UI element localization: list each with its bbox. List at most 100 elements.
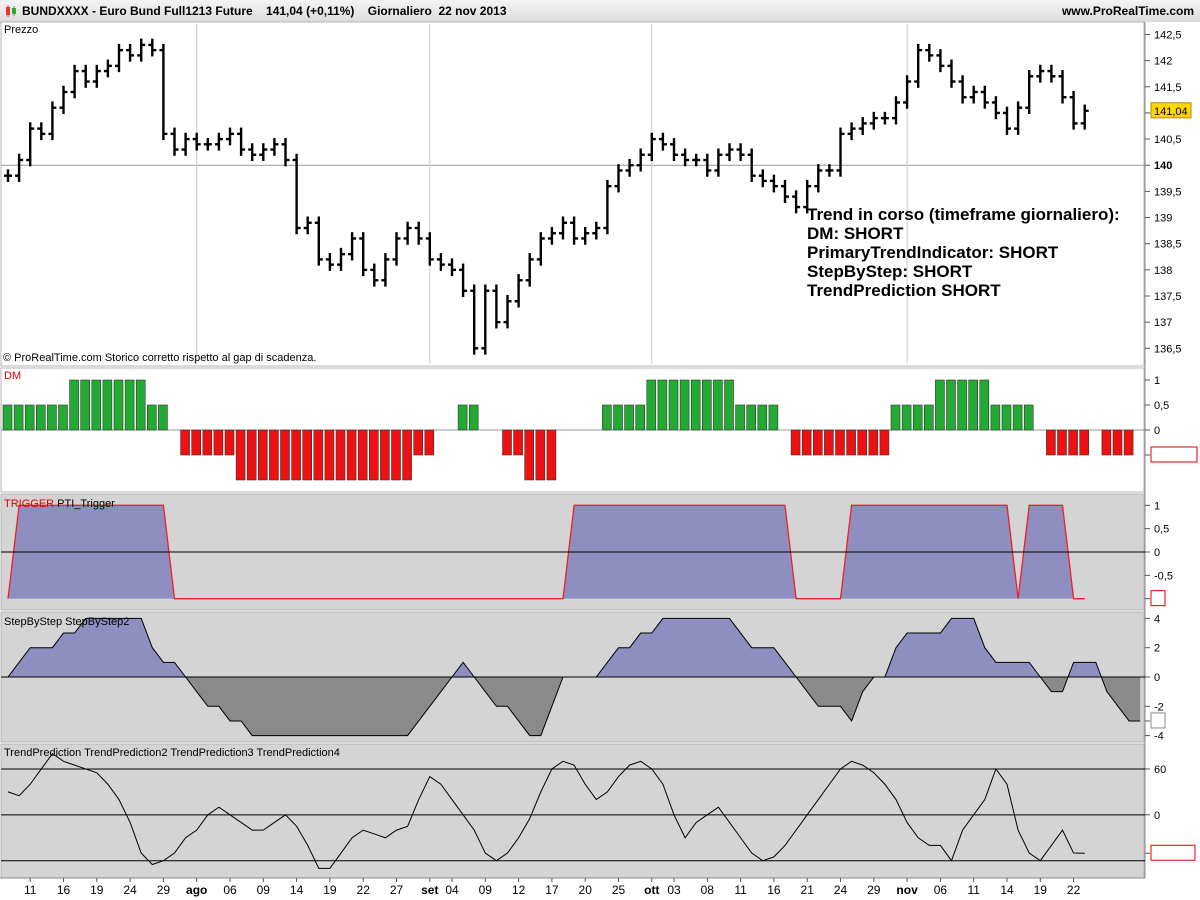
price-bar bbox=[192, 132, 201, 151]
price-bar bbox=[70, 64, 79, 99]
x-tick-label: set bbox=[421, 883, 438, 897]
title-bar: BUNDXXXX - Euro Bund Full1213 Future 141… bbox=[0, 0, 1200, 23]
price-bar bbox=[314, 216, 323, 266]
y-tick-label: 142 bbox=[1154, 56, 1172, 68]
dm-bar bbox=[624, 404, 634, 431]
price-bar bbox=[26, 122, 35, 167]
price-bar bbox=[703, 153, 712, 177]
dm-bar bbox=[946, 379, 956, 431]
y-tick-label: 0,5 bbox=[1154, 400, 1169, 412]
annotation-line-5: TrendPrediction SHORT bbox=[807, 281, 1001, 300]
y-tick-label: 138,5 bbox=[1154, 239, 1182, 251]
price-bar bbox=[925, 43, 934, 62]
candlestick-logo-icon bbox=[6, 5, 16, 17]
price-bar bbox=[681, 148, 690, 167]
price-bar bbox=[348, 232, 357, 261]
price-panel[interactable] bbox=[0, 21, 1145, 367]
price-bar bbox=[492, 284, 501, 329]
y-tick-label: 140 bbox=[1154, 160, 1172, 172]
dm-bar bbox=[746, 404, 757, 431]
y-tick-label: 4 bbox=[1154, 613, 1160, 625]
dm-bar bbox=[257, 429, 268, 481]
dm-bar bbox=[1112, 429, 1123, 456]
price-bar bbox=[880, 111, 889, 125]
dm-bar bbox=[368, 429, 379, 481]
x-tick-label: 04 bbox=[445, 883, 459, 897]
price-bar bbox=[1003, 106, 1011, 135]
price-bar bbox=[1069, 90, 1078, 130]
y-tick-label: 2 bbox=[1154, 643, 1160, 655]
price-bar bbox=[969, 85, 978, 104]
dm-bar bbox=[58, 404, 68, 431]
price-bar bbox=[237, 127, 246, 156]
x-tick-label: 11 bbox=[734, 883, 747, 897]
dm-bar bbox=[724, 379, 734, 431]
y-tick-label: 140,5 bbox=[1154, 134, 1182, 146]
price-bar bbox=[159, 43, 168, 141]
x-tick-label: 11 bbox=[24, 883, 37, 897]
dm-bar bbox=[391, 429, 401, 481]
dm-bar bbox=[313, 429, 324, 481]
price-bar bbox=[48, 101, 57, 141]
y-tick-label: 136,5 bbox=[1154, 343, 1182, 355]
dm-bar bbox=[280, 429, 290, 481]
price-panel-label: Prezzo bbox=[4, 24, 38, 36]
annotation-line-1: Trend in corso (timeframe giornaliero): bbox=[807, 205, 1120, 224]
dm-bar bbox=[302, 429, 313, 481]
price-bar bbox=[148, 38, 157, 57]
price-bar bbox=[214, 132, 223, 151]
dm-bar bbox=[1023, 404, 1034, 431]
x-tick-label: 12 bbox=[512, 883, 526, 897]
dm-bar bbox=[546, 429, 557, 481]
x-tick-label: 14 bbox=[1000, 883, 1014, 897]
price-bar bbox=[936, 49, 945, 73]
price-bar bbox=[1014, 101, 1023, 135]
price-bar bbox=[980, 85, 989, 109]
price-bar bbox=[725, 143, 734, 162]
dm-bar bbox=[424, 429, 435, 456]
price-bar bbox=[292, 153, 301, 235]
dm-bar bbox=[535, 429, 546, 481]
y-tick-label: 139,5 bbox=[1154, 186, 1182, 198]
x-tick-label: nov bbox=[896, 883, 918, 897]
price-bar bbox=[270, 138, 279, 156]
x-tick-label: 22 bbox=[357, 883, 371, 897]
dm-bar bbox=[502, 429, 512, 456]
price-bar bbox=[958, 75, 967, 104]
price-bar bbox=[281, 138, 290, 167]
y-tick-label: 138 bbox=[1154, 265, 1172, 277]
price-bar bbox=[525, 253, 534, 287]
price-bar bbox=[470, 284, 479, 355]
y-tick-label: 0 bbox=[1154, 547, 1160, 559]
website-link[interactable]: www.ProRealTime.com bbox=[1061, 4, 1194, 18]
x-tick-label: 17 bbox=[545, 883, 559, 897]
price-bar bbox=[126, 43, 135, 62]
price-bar bbox=[459, 263, 468, 298]
trigger-line bbox=[7, 504, 1085, 600]
price-bar bbox=[1047, 64, 1056, 83]
x-tick-label: 27 bbox=[390, 883, 404, 897]
x-tick-label: 06 bbox=[934, 883, 948, 897]
price-bar bbox=[203, 138, 212, 151]
dm-bar bbox=[835, 429, 845, 456]
dm-bar bbox=[801, 429, 812, 456]
price-bar bbox=[592, 221, 601, 240]
trend-annotation: Trend in corso (timeframe giornaliero): … bbox=[807, 205, 1120, 300]
dm-bar bbox=[402, 429, 412, 481]
dm-bar bbox=[13, 404, 24, 431]
price-bar bbox=[137, 38, 146, 62]
dm-bar bbox=[147, 404, 157, 431]
x-tick-label: 29 bbox=[867, 883, 881, 897]
dm-bar bbox=[1046, 429, 1056, 456]
price-bar bbox=[425, 232, 434, 266]
dm-bar bbox=[713, 379, 723, 431]
dm-bar bbox=[935, 379, 945, 431]
price-bar bbox=[747, 148, 756, 182]
dm-bar bbox=[291, 429, 301, 481]
annotation-line-4: StepByStep: SHORT bbox=[807, 262, 973, 281]
x-tick-label: 16 bbox=[57, 883, 71, 897]
dm-bar bbox=[824, 429, 834, 456]
y-tick-label: 139 bbox=[1154, 213, 1172, 225]
x-tick-label: 21 bbox=[801, 883, 815, 897]
